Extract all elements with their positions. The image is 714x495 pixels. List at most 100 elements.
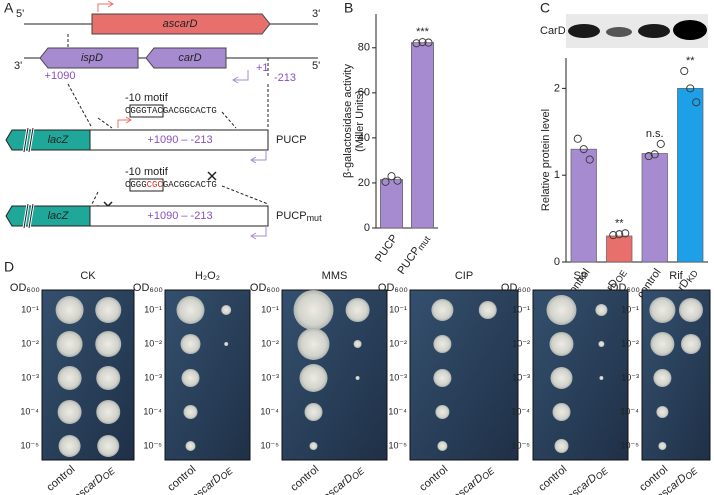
motif-box	[129, 178, 164, 192]
panel-label: C	[540, 0, 550, 16]
dilution-label: 10⁻²	[512, 338, 530, 348]
plate	[409, 289, 519, 461]
motif-box	[129, 104, 164, 118]
colony-spot	[549, 332, 574, 356]
colony-spot	[431, 299, 454, 321]
dilution-label: 10⁻²	[389, 338, 407, 348]
colony-spot	[355, 376, 360, 380]
plate-title: CK	[80, 270, 96, 282]
strain-label: control	[44, 463, 77, 493]
position: +1090	[45, 70, 76, 82]
colony-spot	[433, 369, 452, 387]
dilution-label: 10⁻¹	[144, 304, 162, 314]
plate-title: Str	[573, 270, 587, 282]
y-tick-label: 2	[554, 82, 560, 94]
label-main: control	[288, 463, 321, 493]
dilution-label: 10⁻¹	[261, 304, 279, 314]
construct: -10 motif CGGGTACGACGGCACTG lacZ +1090 –…	[5, 83, 307, 164]
dashed-line	[67, 83, 93, 129]
strain-label: control	[288, 463, 321, 493]
colony-spot	[550, 367, 573, 389]
strain-label: control	[417, 463, 450, 493]
dilution-label: 10⁻⁵	[261, 440, 280, 450]
y-axis-label: (Miller Units)	[354, 90, 366, 152]
plate	[532, 289, 629, 461]
data-point	[644, 152, 653, 161]
dilution-label: 10⁻¹	[21, 304, 39, 314]
colony-spot	[650, 332, 675, 356]
dilution-label: 10⁻⁵	[21, 440, 40, 450]
colony-spot	[546, 295, 577, 325]
colony-spot	[552, 403, 571, 421]
construct-name: PUCPmut	[276, 210, 322, 223]
y-tick-label: 1	[554, 169, 560, 181]
label-main: control	[44, 463, 77, 493]
seq-part: C	[125, 106, 131, 116]
y-tick-label: 80	[358, 42, 370, 54]
seq-part: GGGTAC	[130, 106, 163, 116]
colony-spot	[435, 405, 450, 419]
dilution-label: 10⁻⁴	[143, 406, 162, 416]
break	[23, 127, 34, 153]
gene-name: ispD	[81, 52, 103, 64]
colony-spot	[433, 335, 452, 353]
strand-end: 3'	[14, 60, 22, 72]
name-sub: mut	[307, 213, 323, 223]
colony-spot	[95, 297, 122, 323]
colony-spot	[309, 442, 318, 450]
colony-spot	[183, 405, 198, 419]
colony-spot	[293, 290, 334, 330]
colony-spot	[185, 441, 196, 451]
dilution-label: 10⁻²	[21, 338, 39, 348]
seq-part: GACGGCACTG	[163, 180, 217, 190]
data-point	[609, 231, 618, 240]
insert: +1090 – -213	[147, 134, 212, 146]
panel-label: D	[4, 259, 14, 275]
data-point	[585, 155, 594, 164]
bar	[641, 153, 668, 263]
dilution-label: 10⁻³	[144, 372, 162, 382]
dashed-line	[221, 111, 237, 129]
bar	[677, 88, 704, 263]
promoter-arrow	[97, 0, 114, 12]
colony-spot	[345, 298, 370, 322]
seq-part: C	[125, 180, 131, 190]
insert-box	[89, 129, 269, 151]
colony-spot	[599, 376, 604, 380]
colony-spot	[680, 334, 701, 354]
colony-spot	[57, 400, 82, 424]
plate-title: MMS	[322, 270, 348, 282]
band	[638, 24, 670, 38]
dashed-line	[221, 185, 269, 205]
bar	[411, 42, 434, 229]
insert: +1090 – -213	[147, 210, 212, 222]
data-point	[656, 139, 665, 148]
colony-spot	[181, 369, 200, 387]
od-label: OD₆₀₀	[250, 282, 280, 294]
dilution-label: 10⁻⁴	[511, 406, 530, 416]
construct: -10 motif CGGGCGCGACGGCACTG ✱ lacZ +1090…	[5, 166, 322, 240]
promoter-arrow	[250, 150, 267, 164]
strain-label: ascarDOE	[190, 463, 236, 495]
dilution-label: 10⁻²	[144, 338, 162, 348]
bar	[570, 148, 597, 263]
sequence: CGGGTACGACGGCACTG	[125, 106, 217, 116]
dilution-label: 10⁻¹	[389, 304, 407, 314]
colony-spot	[221, 305, 232, 315]
sequence: CGGGCGCGACGGCACTG	[125, 180, 217, 190]
dilution-label: 10⁻²	[621, 338, 639, 348]
strain-label: control	[536, 463, 569, 493]
data-point	[387, 172, 396, 181]
dilution-label: 10⁻⁵	[621, 440, 640, 450]
gene-box	[145, 47, 227, 69]
od-label: OD₆₀₀	[610, 282, 640, 294]
data-point	[579, 145, 588, 154]
strain-label: ascarDOE	[72, 463, 118, 495]
dilution-label: 10⁻³	[389, 372, 407, 382]
data-point	[412, 39, 421, 48]
plate	[164, 289, 251, 461]
y-tick-label: 20	[358, 177, 370, 189]
colony-spot	[95, 331, 122, 357]
